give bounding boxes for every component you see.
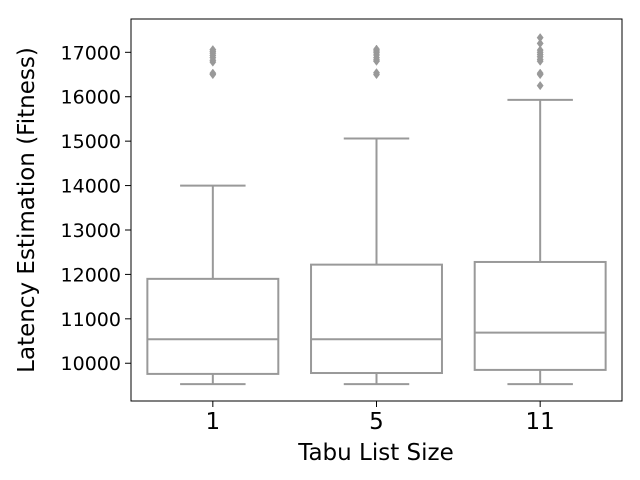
box-group-1 xyxy=(146,45,280,386)
box-group-5 xyxy=(310,44,443,386)
x-axis: 1 5 11 xyxy=(206,401,555,435)
iqr-box xyxy=(473,260,607,371)
outlier-point xyxy=(536,33,544,43)
iqr-box xyxy=(310,263,443,375)
y-tick-label: 11000 xyxy=(61,309,121,331)
y-axis-label: Latency Estimation (Fitness) xyxy=(14,47,40,373)
outlier-point xyxy=(209,45,217,55)
outlier-point xyxy=(536,68,544,78)
x-tick-label: 11 xyxy=(526,409,555,435)
x-tick-label: 5 xyxy=(369,409,384,435)
outlier-point xyxy=(209,68,217,78)
outlier-point xyxy=(536,45,544,55)
outlier-point xyxy=(536,38,544,49)
y-tick-label: 15000 xyxy=(61,131,121,153)
y-tick-label: 13000 xyxy=(61,220,121,242)
y-tick-label: 14000 xyxy=(61,176,121,198)
y-tick-label: 12000 xyxy=(61,264,121,286)
y-tick-label: 16000 xyxy=(61,87,121,109)
outlier-point xyxy=(373,44,380,54)
y-tick-label: 17000 xyxy=(61,42,121,64)
box-group-11 xyxy=(473,33,607,386)
y-tick-label: 10000 xyxy=(61,353,121,375)
x-tick-label: 1 xyxy=(206,409,221,435)
y-axis: 10000 11000 12000 13000 14000 15000 16000 17000 xyxy=(61,42,131,375)
outlier-point xyxy=(536,81,544,91)
outlier-point xyxy=(373,68,380,78)
x-axis-label: Tabu List Size xyxy=(297,440,454,466)
iqr-box xyxy=(146,277,280,375)
plot-marks xyxy=(146,33,607,386)
